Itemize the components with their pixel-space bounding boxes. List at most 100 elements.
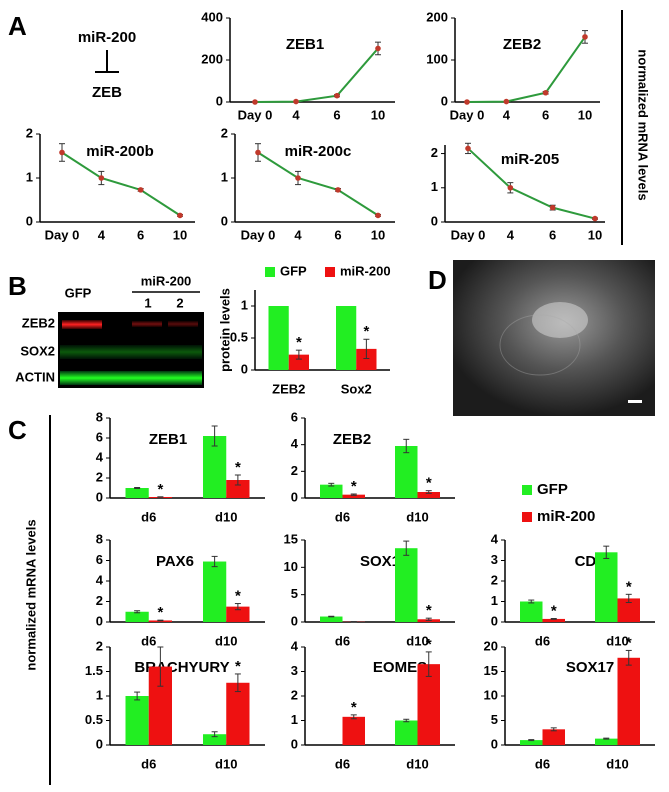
marker <box>334 92 340 99</box>
marker <box>542 89 549 96</box>
y-tick-label: 0 <box>431 213 438 228</box>
x-tick-label: d6 <box>335 633 350 648</box>
significance: * <box>351 478 357 495</box>
chart-title: miR-200b <box>86 143 154 160</box>
scale-bar <box>628 400 642 403</box>
panel-label: B <box>8 271 27 301</box>
diagram-text: ZEB <box>92 84 122 101</box>
y-tick-label: 1 <box>491 593 498 608</box>
bar <box>125 488 149 498</box>
x-tick-label: d10 <box>406 509 428 524</box>
x-tick-label: 6 <box>542 107 549 122</box>
legend-label: GFP <box>537 481 568 498</box>
lane-label: GFP <box>65 285 92 300</box>
bar <box>542 729 565 745</box>
chart-title: EOMES <box>373 659 427 676</box>
x-tick-label: 10 <box>173 227 187 242</box>
y-tick-label: 3 <box>491 552 498 567</box>
bar <box>417 664 440 745</box>
x-tick-label: d10 <box>406 756 428 771</box>
x-tick-label: Day 0 <box>241 227 276 242</box>
x-tick-label: d10 <box>406 633 428 648</box>
marker <box>335 187 341 193</box>
x-tick-label: 6 <box>549 227 556 242</box>
y-tick-label: 6 <box>96 429 103 444</box>
lane-label: 2 <box>176 295 183 310</box>
chart-title: ZEB2 <box>503 36 541 53</box>
y-tick-label: 0 <box>216 93 223 108</box>
diagram-text: miR-200 <box>78 29 136 46</box>
y-axis-label: normalized mRNA levels <box>23 519 38 670</box>
y-tick-label: 0 <box>96 736 103 751</box>
bar <box>226 606 250 622</box>
x-tick-label: Day 0 <box>451 227 486 242</box>
marker <box>177 212 183 219</box>
x-tick-label: 6 <box>137 227 144 242</box>
y-tick-label: 2 <box>491 572 498 587</box>
lane-header: miR-200 <box>141 273 192 288</box>
x-tick-label: 6 <box>334 227 341 242</box>
chart-title: ZEB1 <box>149 431 187 448</box>
significance: * <box>426 602 432 619</box>
bar <box>203 436 227 498</box>
y-axis-label: protein levels <box>217 288 232 372</box>
blot-row-label: ACTIN <box>15 369 55 384</box>
bar <box>617 657 640 745</box>
marker <box>507 184 514 191</box>
significance: * <box>235 588 241 605</box>
blot-band <box>60 371 202 385</box>
significance: * <box>296 334 302 351</box>
significance: * <box>426 636 432 653</box>
panel-label: D <box>428 265 447 295</box>
bar <box>203 734 227 745</box>
y-tick-label: 3 <box>291 663 298 678</box>
x-tick-label: 10 <box>371 107 385 122</box>
y-tick-label: 1 <box>241 297 248 312</box>
marker <box>503 98 510 105</box>
blot-row-label: SOX2 <box>20 343 55 358</box>
bar <box>417 492 440 498</box>
bar <box>203 561 227 622</box>
x-tick-label: d10 <box>606 633 628 648</box>
marker <box>465 145 471 152</box>
y-axis-label: normalized mRNA levels <box>636 49 651 200</box>
line <box>467 147 596 220</box>
marker <box>375 45 381 52</box>
x-tick-label: 4 <box>98 227 106 242</box>
y-tick-label: 0 <box>291 613 298 628</box>
y-tick-label: 200 <box>426 9 448 24</box>
y-tick-label: 1 <box>26 169 33 184</box>
bar <box>226 682 250 745</box>
y-tick-label: 15 <box>484 663 498 678</box>
marker <box>252 99 258 105</box>
y-tick-label: 0 <box>291 489 298 504</box>
x-tick-label: Day 0 <box>238 107 273 122</box>
x-tick-label: ZEB2 <box>272 381 305 396</box>
y-tick-label: 1 <box>221 169 228 184</box>
x-tick-label: 10 <box>588 227 602 242</box>
legend-swatch <box>325 267 335 277</box>
y-tick-label: 2 <box>96 593 103 608</box>
y-tick-label: 8 <box>96 531 103 546</box>
y-tick-label: 10 <box>284 559 298 574</box>
y-tick-label: 0 <box>441 93 448 108</box>
x-tick-label: d10 <box>215 509 237 524</box>
chart-title: SOX1 <box>360 553 400 570</box>
x-tick-label: d10 <box>606 756 628 771</box>
y-tick-label: 15 <box>284 531 298 546</box>
significance: * <box>157 481 163 498</box>
y-tick-label: 10 <box>484 687 498 702</box>
x-tick-label: 4 <box>507 227 515 242</box>
bar <box>342 716 365 745</box>
marker <box>255 149 261 156</box>
y-tick-label: 0 <box>241 361 248 376</box>
y-tick-label: 2 <box>26 125 33 140</box>
y-tick-label: 1 <box>96 687 103 702</box>
marker <box>464 99 470 105</box>
y-tick-label: 2 <box>96 638 103 653</box>
x-tick-label: d6 <box>535 756 550 771</box>
significance: * <box>235 658 241 675</box>
blot-row-label: ZEB2 <box>22 315 55 330</box>
y-tick-label: 0 <box>491 736 498 751</box>
